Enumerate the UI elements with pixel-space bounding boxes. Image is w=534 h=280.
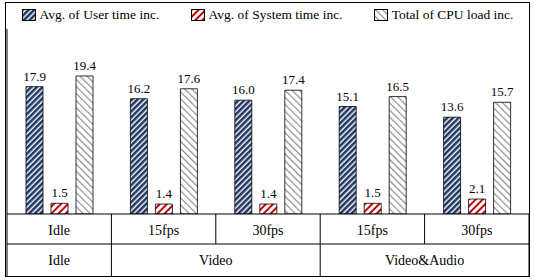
svg-text:16.2: 16.2 bbox=[128, 81, 151, 96]
svg-text:16.5: 16.5 bbox=[386, 79, 409, 94]
svg-text:15fps: 15fps bbox=[148, 223, 179, 238]
svg-text:15.7: 15.7 bbox=[491, 84, 514, 99]
svg-text:Video: Video bbox=[199, 253, 232, 268]
svg-text:19.4: 19.4 bbox=[73, 58, 96, 73]
svg-text:1.5: 1.5 bbox=[365, 185, 381, 200]
svg-text:1.4: 1.4 bbox=[260, 186, 277, 201]
html-text:Avg. of System time inc.: Avg. of System time inc. bbox=[208, 7, 343, 22]
svg-text:30fps: 30fps bbox=[252, 223, 283, 238]
html-text:Total of CPU load inc.: Total of CPU load inc. bbox=[391, 7, 514, 22]
svg-text:30fps: 30fps bbox=[461, 223, 492, 238]
svg-text:15fps: 15fps bbox=[357, 223, 388, 238]
svg-text:15.1: 15.1 bbox=[336, 89, 359, 104]
svg-text:Idle: Idle bbox=[48, 223, 70, 238]
svg-text:17.6: 17.6 bbox=[178, 71, 201, 86]
svg-text:Idle: Idle bbox=[48, 253, 70, 268]
svg-text:1.5: 1.5 bbox=[51, 185, 67, 200]
svg-text:1.4: 1.4 bbox=[156, 186, 173, 201]
svg-text:16.0: 16.0 bbox=[232, 82, 255, 97]
svg-text:13.6: 13.6 bbox=[441, 99, 464, 114]
svg-text:2.1: 2.1 bbox=[469, 181, 485, 196]
svg-text:17.4: 17.4 bbox=[282, 72, 305, 87]
svg-text:17.9: 17.9 bbox=[23, 69, 46, 84]
svg-text:Video&Audio: Video&Audio bbox=[385, 253, 464, 268]
html-text:Avg. of User time inc.: Avg. of User time inc. bbox=[39, 7, 160, 22]
